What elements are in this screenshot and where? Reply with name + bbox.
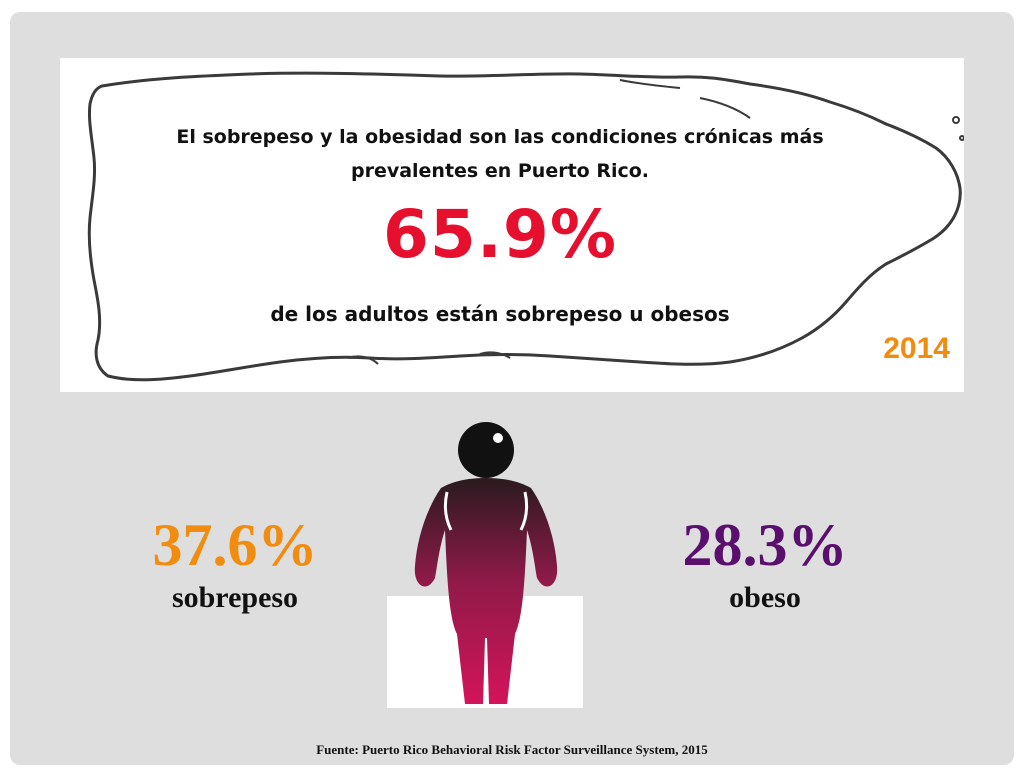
- obese-stat: 28.3% obeso: [650, 510, 880, 616]
- puerto-rico-map-icon: [87, 71, 964, 382]
- obese-figure-icon: [387, 418, 583, 708]
- overweight-label: sobrepeso: [171, 581, 299, 614]
- obese-percent: 28.3%: [682, 512, 848, 578]
- total-percent-caption: de los adultos están sobrepeso u obesos: [270, 302, 730, 326]
- headline-line-2: prevalentes en Puerto Rico.: [350, 160, 650, 182]
- map-card: [60, 58, 964, 392]
- source-citation: Fuente: Puerto Rico Behavioral Risk Fact…: [316, 742, 708, 757]
- year-label: 2014: [883, 332, 950, 365]
- overweight-stat: 37.6% sobrepeso: [120, 510, 350, 616]
- obese-label: obeso: [729, 581, 801, 614]
- headline-line-1: El sobrepeso y la obesidad son las condi…: [176, 126, 824, 148]
- total-percent: 65.9%: [383, 196, 617, 273]
- overweight-percent: 37.6%: [152, 512, 318, 578]
